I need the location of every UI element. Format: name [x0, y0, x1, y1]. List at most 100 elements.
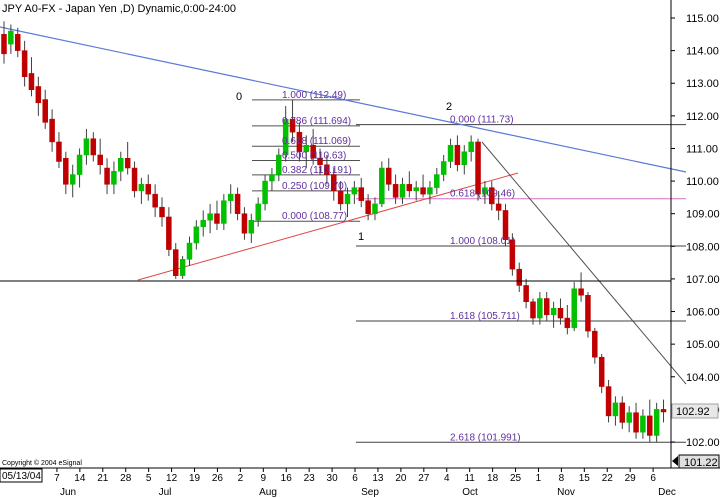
candle-body — [166, 216, 172, 250]
chart-title: JPY A0-FX - Japan Yen ,D) Dynamic,0:00-2… — [2, 3, 236, 15]
x-tick-label: 29 — [625, 473, 637, 484]
fib-extension-label: 0.000 (111.73) — [450, 115, 514, 126]
x-tick-label: 28 — [120, 473, 132, 484]
candle-body — [42, 99, 48, 123]
x-tick-label: 19 — [189, 473, 201, 484]
last-price-label: 102.92 — [676, 406, 710, 418]
month-label: Jun — [60, 487, 76, 498]
fib-extension-label: 1.000 (108.01) — [450, 236, 515, 247]
x-tick-label: 27 — [418, 473, 430, 484]
candle-body — [56, 141, 62, 162]
uptrend-line-red — [137, 172, 519, 281]
y-tick-label: 110.00 — [686, 176, 719, 188]
candle-body — [640, 415, 646, 433]
y-axis-ticks: 115.00 114.00 113.00 112.00 111.00 110.00 109.… — [671, 13, 720, 449]
candle-body — [502, 210, 509, 241]
candle-body — [214, 213, 220, 224]
y-tick-label: 113.00 — [686, 78, 719, 90]
y-tick-label: 105.00 — [686, 339, 720, 351]
fib-retracement-label: 0.382 (110.191) — [282, 165, 352, 176]
candle-body — [427, 187, 433, 195]
candle-body — [255, 203, 261, 221]
candle-body — [118, 157, 124, 172]
x-tick-label: 2 — [238, 473, 244, 484]
y-tick-label: 112.00 — [686, 111, 719, 123]
x-tick-label: 20 — [395, 473, 407, 484]
candle-body — [276, 154, 282, 175]
fib-labels: 1.000 (112.49) 0.786 (111.694) 0.618 (111.… — [282, 90, 521, 443]
candle-body — [454, 144, 461, 166]
candle-body — [468, 141, 474, 152]
y-tick-label: 114.00 — [686, 46, 719, 58]
fib-retracement-label: 0.250 (109.70) — [282, 181, 347, 192]
fib-retracement-label: 0.500 (110.63) — [282, 151, 346, 162]
candle-body — [475, 141, 481, 195]
candle-body — [406, 184, 413, 192]
x-tick-label: 5 — [146, 473, 152, 484]
fib-extension-label: 1.618 (105.711) — [450, 311, 520, 322]
fib-retracement-label: 0.000 (108.77) — [282, 211, 347, 222]
candle-body — [344, 193, 351, 205]
candle-body — [585, 294, 591, 332]
month-label: Jul — [159, 487, 172, 498]
downtrend-line-black — [481, 141, 687, 385]
candle-body — [598, 356, 605, 387]
y-tick-label: 109.00 — [686, 209, 720, 221]
candle-body — [124, 157, 131, 169]
candle-body — [482, 187, 488, 195]
candle-body — [28, 73, 35, 91]
x-axis-ticks: 3171421285121926291623306132027411182518… — [28, 468, 656, 484]
candle-body — [619, 402, 626, 423]
wave-label: 1 — [358, 231, 364, 243]
candle-body — [173, 249, 179, 276]
candle-body — [550, 308, 557, 316]
candle-body — [516, 268, 522, 286]
candle-body — [90, 138, 97, 156]
cursor-price-box — [678, 454, 720, 469]
cursor-price-label: 101.22 — [684, 457, 718, 469]
candle-body — [207, 213, 213, 221]
y-tick-label: 104.00 — [686, 372, 720, 384]
candles — [1, 21, 667, 442]
candle-body — [372, 203, 378, 214]
y-tick-label: 108.00 — [686, 241, 720, 253]
candle-body — [97, 154, 103, 166]
fib-extension-label: 0.618 (109.46) — [450, 189, 515, 200]
candle-body — [324, 164, 330, 175]
candle-body — [365, 200, 371, 214]
candle-body — [69, 174, 76, 185]
fib-retracement-label: 0.786 (111.694) — [282, 116, 351, 127]
candle-body — [35, 86, 42, 104]
wave-label: 0 — [236, 91, 242, 103]
x-tick-label: 1 — [536, 473, 542, 484]
candle-body — [489, 187, 495, 205]
candle-body — [605, 386, 612, 417]
candle-body — [578, 288, 584, 296]
last-price-box — [671, 403, 719, 419]
downtrend-line-blue — [0, 26, 687, 173]
fib-retracement-label: 1.000 (112.49) — [282, 90, 346, 101]
x-tick-label: 16 — [281, 473, 293, 484]
candle-body — [592, 330, 598, 358]
y-tick-label: 102.00 — [686, 437, 720, 449]
candle-body — [145, 184, 152, 195]
candle-body — [461, 151, 468, 166]
month-label: Nov — [557, 487, 575, 498]
candle-body — [49, 118, 55, 143]
x-tick-label: 21 — [97, 473, 109, 484]
x-tick-label: 18 — [487, 473, 499, 484]
candle-body — [557, 308, 564, 319]
candle-body — [83, 138, 90, 156]
start-date-box — [0, 468, 43, 483]
month-label: Sep — [361, 487, 379, 498]
candle-body — [269, 174, 275, 182]
x-tick-label: 25 — [510, 473, 522, 484]
candle-body — [530, 301, 536, 319]
candle-body — [221, 200, 227, 224]
candle-body — [262, 180, 268, 205]
candle-body — [227, 193, 234, 201]
candle-body — [234, 193, 241, 214]
wave-labels: 0 1 2 — [236, 91, 452, 243]
